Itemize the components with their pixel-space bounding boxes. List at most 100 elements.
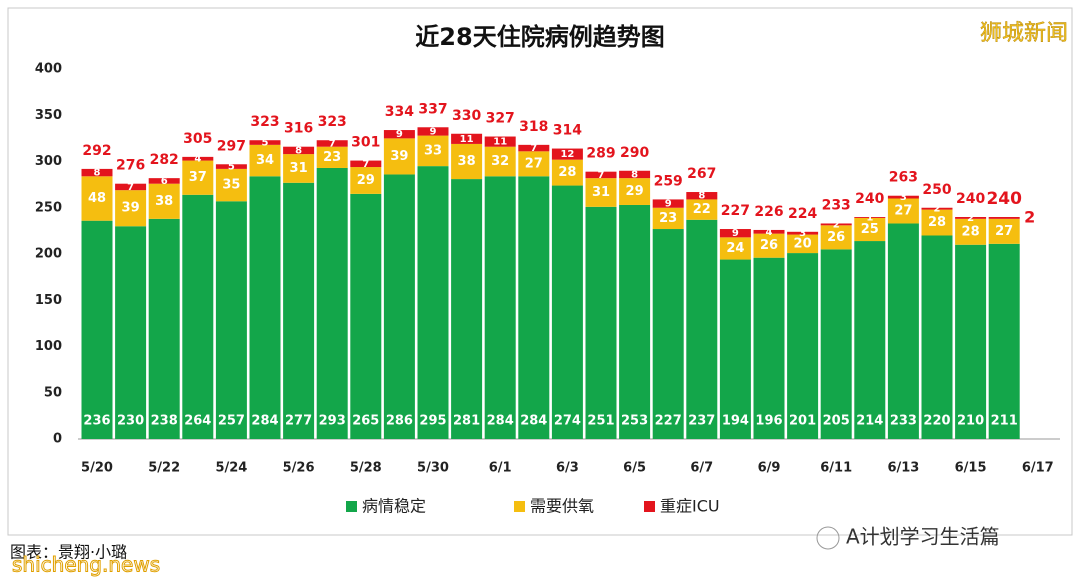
- value-label: 11: [460, 134, 474, 145]
- value-label: 48: [88, 191, 106, 206]
- total-label: 316: [284, 121, 313, 137]
- total-label: 297: [217, 138, 246, 154]
- value-label: 251: [587, 414, 614, 429]
- value-label: 38: [458, 154, 476, 169]
- legend-label: 重症ICU: [660, 497, 720, 516]
- bar-segment: [619, 170, 651, 179]
- value-label: 2: [967, 213, 974, 224]
- value-label: 28: [558, 165, 576, 180]
- value-label: 8: [295, 145, 302, 156]
- bar-segment: [115, 183, 147, 191]
- value-label: 295: [419, 414, 446, 429]
- x-tick-label: 5/26: [283, 461, 315, 476]
- bar-segment: [551, 148, 583, 160]
- value-label: 27: [525, 156, 543, 171]
- value-label: 25: [861, 222, 879, 237]
- value-label: 31: [290, 161, 308, 176]
- total-label: 240: [956, 191, 985, 207]
- bar-segment: [417, 127, 449, 136]
- x-tick-label: 6/3: [556, 461, 579, 476]
- bar-segment: [619, 178, 651, 205]
- bar-segment: [81, 168, 113, 177]
- bar-segment: [81, 176, 113, 221]
- bar-segment: [115, 190, 147, 227]
- value-label: 274: [554, 414, 581, 429]
- chart-title: 近28天住院病例趋势图: [415, 23, 664, 51]
- value-label: 3: [799, 228, 806, 239]
- legend-swatch: [644, 501, 655, 512]
- value-label: 3: [900, 192, 907, 203]
- value-label: 277: [285, 414, 312, 429]
- total-label: 276: [116, 158, 145, 174]
- bar-segment: [484, 146, 516, 177]
- value-label: 2: [1024, 207, 1035, 226]
- bar-segment: [249, 176, 281, 440]
- value-label: 6: [161, 176, 168, 187]
- value-label: 27: [894, 203, 912, 218]
- bar-segment: [81, 220, 113, 439]
- x-tick-label: 6/15: [955, 461, 987, 476]
- total-label: 314: [553, 123, 582, 139]
- value-label: 8: [94, 168, 101, 179]
- value-label: 5: [228, 162, 235, 173]
- bar-segment: [854, 217, 886, 218]
- value-label: 38: [155, 194, 173, 209]
- bar-segment: [484, 136, 516, 147]
- value-label: 29: [357, 173, 375, 188]
- x-tick-label: 5/24: [215, 461, 247, 476]
- value-label: 284: [520, 414, 547, 429]
- bar-segment: [417, 135, 449, 167]
- bar-segment: [316, 167, 348, 439]
- x-tick-label: 6/11: [820, 461, 852, 476]
- bar-segment: [921, 209, 953, 236]
- value-label: 205: [823, 414, 850, 429]
- value-label: 2: [934, 204, 941, 215]
- value-label: 29: [626, 184, 644, 199]
- bar-segment: [182, 156, 214, 161]
- bar-segment: [451, 133, 483, 144]
- value-label: 33: [424, 143, 442, 158]
- bar-segment: [316, 140, 348, 147]
- x-tick-label: 5/28: [350, 461, 382, 476]
- value-label: 211: [991, 414, 1018, 429]
- y-tick-label: 300: [35, 154, 62, 169]
- value-label: 9: [430, 126, 437, 137]
- total-label: 233: [822, 197, 851, 213]
- bar-segment: [350, 193, 382, 439]
- value-label: 31: [592, 185, 610, 200]
- legend-label: 需要供氧: [530, 497, 594, 516]
- account-icon: [816, 526, 840, 550]
- value-label: 26: [827, 230, 845, 245]
- bar-segment: [417, 166, 449, 439]
- total-label: 240: [855, 191, 884, 207]
- bar-segment: [585, 178, 617, 207]
- total-label: 334: [385, 104, 414, 120]
- bar-segment: [887, 223, 919, 439]
- value-label: 284: [251, 414, 278, 429]
- bar-segment: [215, 168, 247, 202]
- value-label: 264: [184, 414, 211, 429]
- value-label: 7: [329, 138, 336, 149]
- value-label: 8: [698, 191, 705, 202]
- value-label: 293: [319, 414, 346, 429]
- bar-segment: [820, 223, 852, 226]
- bar-segment: [988, 218, 1020, 244]
- bar-segment: [484, 176, 516, 440]
- y-tick-label: 50: [44, 385, 62, 400]
- value-label: 7: [598, 170, 605, 181]
- total-label: 226: [754, 204, 783, 220]
- site: shicheng.news: [12, 553, 160, 577]
- value-label: 39: [390, 149, 408, 164]
- value-label: 7: [362, 159, 369, 170]
- value-label: 7: [530, 143, 537, 154]
- bar-segment: [955, 244, 987, 439]
- value-label: 253: [621, 414, 648, 429]
- y-tick-label: 200: [35, 247, 62, 262]
- value-label: 210: [957, 414, 984, 429]
- y-tick-label: 0: [53, 432, 62, 447]
- total-label: 240: [986, 189, 1022, 209]
- bar-segment: [249, 144, 281, 177]
- bar-segment: [686, 192, 718, 200]
- bar-segment: [585, 171, 617, 179]
